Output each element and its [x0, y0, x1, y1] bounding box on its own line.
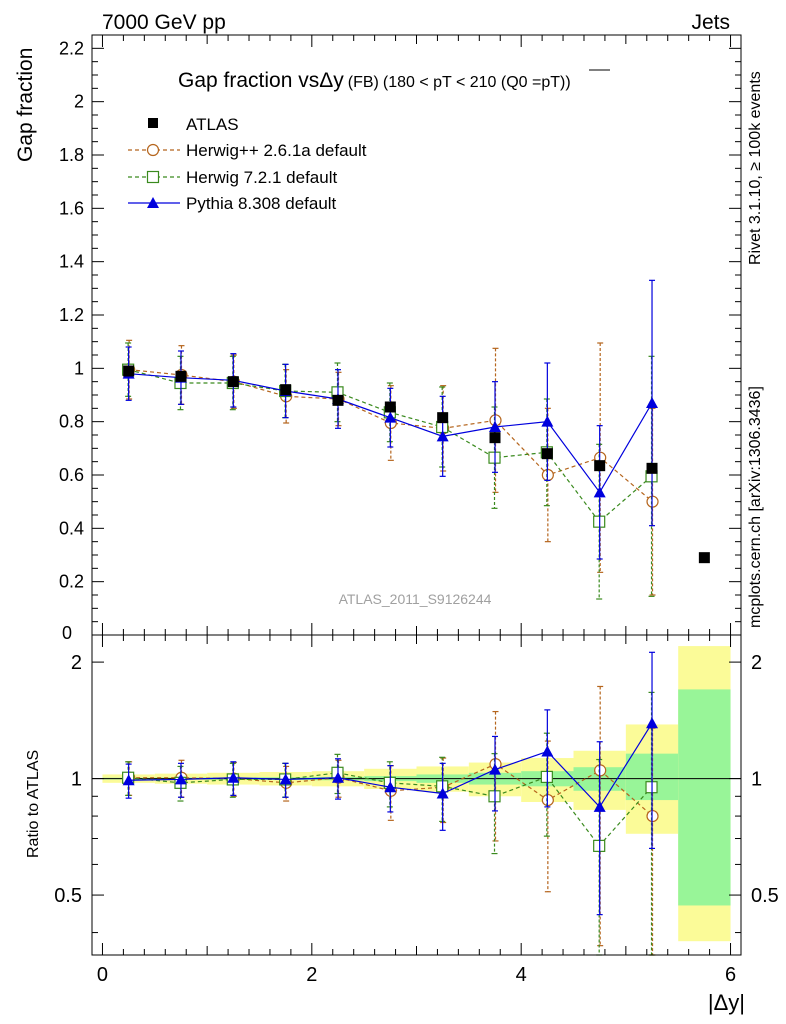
main-atlas-point [594, 460, 606, 472]
main-ytick-label: 2.2 [59, 38, 84, 58]
legend-pythia-marker [147, 197, 159, 208]
analysis-id-watermark: ATLAS_2011_S9126244 [339, 591, 492, 607]
main-atlas-point [123, 365, 135, 377]
mcplots-reference-label: mcplots.cern.ch [arXiv:1306.3436] [747, 386, 764, 628]
main-atlas-point [332, 394, 344, 406]
main-panel: 0.2 0.4 0.6 0.8 1 1.2 1.4 1.6 1.8 2 2.2 0 Gap frac… [14, 34, 742, 643]
ratio-ytick-label-left: 2 [71, 652, 82, 674]
ratio-panel: 0.5 0.5 1 1 2 2 0 2 4 6 Ratio to ATLAS |Δy| [25, 634, 779, 1015]
main-pythia-point [489, 421, 502, 432]
main-pythia-point [593, 486, 606, 498]
rivet-version-label: Rivet 3.1.10, ≥ 100k events [747, 71, 764, 265]
legend-herwig7-label: Herwig 7.2.1 default [186, 168, 337, 187]
ratio-pythia-point [174, 773, 187, 785]
ratio-pythia-point [384, 781, 397, 793]
main-pythia-point [646, 397, 659, 408]
main-ytick-label: 1.8 [59, 145, 84, 165]
legend: ATLAS Herwig++ 2.6.1a default Herwig 7.2… [128, 115, 367, 213]
ratio-xtick-label: 6 [725, 964, 736, 986]
legend-atlas-label: ATLAS [186, 115, 239, 134]
legend-herwigpp-marker [146, 143, 160, 157]
ratio-xtick-label: 4 [516, 964, 527, 986]
main-atlas-point [384, 401, 396, 413]
legend-herwigpp-label: Herwig++ 2.6.1a default [186, 141, 367, 160]
main-ytick-label: 0.6 [59, 465, 84, 485]
chart-title: Gap fraction vsΔy (FB) (180 < pT < 210 (Q0… [178, 69, 571, 92]
ratio-pythia-point [436, 787, 449, 799]
x-axis-label: |Δy| [708, 990, 745, 1015]
ratio-y-axis-label: Ratio to ATLAS [25, 750, 42, 858]
main-ytick-label: 0.8 [59, 412, 84, 432]
chart-title-pt: pT [541, 74, 560, 91]
main-atlas-point [175, 370, 187, 382]
main-atlas-point [646, 462, 658, 474]
chart-title-range: (180 < pT < 210 (Q0 = [383, 74, 541, 91]
main-ytick-label: 1.6 [59, 198, 84, 218]
legend-herwig7-marker [146, 170, 160, 184]
main-atlas-point [698, 552, 710, 564]
main-y-axis-label: Gap fraction [14, 48, 37, 162]
ratio-pythia-point [593, 800, 606, 812]
chart-title-small: (FB) [348, 74, 379, 91]
main-ytick-label: 2 [74, 92, 84, 112]
main-atlas-point [280, 384, 292, 396]
main-atlas-point [489, 432, 501, 444]
ratio-pythia-point [541, 745, 554, 757]
ratio-herwig7-line [128, 772, 652, 847]
main-atlas-point [227, 376, 239, 388]
ratio-stat-uncertainty-band [678, 689, 731, 906]
ratio-ytick-label-right: 0.5 [751, 885, 779, 907]
main-ytick-label: 0.2 [59, 572, 84, 592]
ratio-pythia-point [489, 763, 502, 775]
main-ytick-label: 1.2 [59, 305, 84, 325]
main-ytick-zero-label: 0 [62, 623, 72, 643]
ratio-ytick-label-left: 0.5 [54, 885, 82, 907]
ratio-pythia-point [227, 771, 240, 783]
ratio-pythia-point [279, 773, 292, 785]
ratio-xtick-label: 0 [97, 964, 108, 986]
ratio-ytick-label-right: 1 [751, 769, 762, 791]
legend-atlas-marker [148, 118, 158, 128]
chart-title-main: Gap fraction vsΔy [178, 69, 344, 92]
main-atlas-point [541, 448, 553, 460]
ratio-ytick-label-right: 2 [751, 652, 762, 674]
ratio-xtick-label: 2 [306, 964, 317, 986]
main-ytick-label: 1.4 [59, 252, 84, 272]
main-ytick-label: 1 [74, 358, 84, 378]
ratio-pythia-point [331, 771, 344, 783]
chart-title-close: )) [560, 74, 571, 91]
legend-pythia-label: Pythia 8.308 default [186, 194, 337, 213]
main-pythia-point [384, 411, 397, 423]
main-ytick-label: 0.4 [59, 518, 84, 538]
process-label: Jets [691, 11, 730, 34]
main-atlas-point [437, 412, 449, 424]
main-pythia-point [541, 415, 554, 427]
ratio-pythia-point [646, 717, 659, 729]
energy-label: 7000 GeV pp [102, 11, 226, 34]
ratio-pythia-point [122, 774, 135, 786]
ratio-ytick-label-left: 1 [71, 769, 82, 791]
main-pythia-point [436, 430, 449, 442]
